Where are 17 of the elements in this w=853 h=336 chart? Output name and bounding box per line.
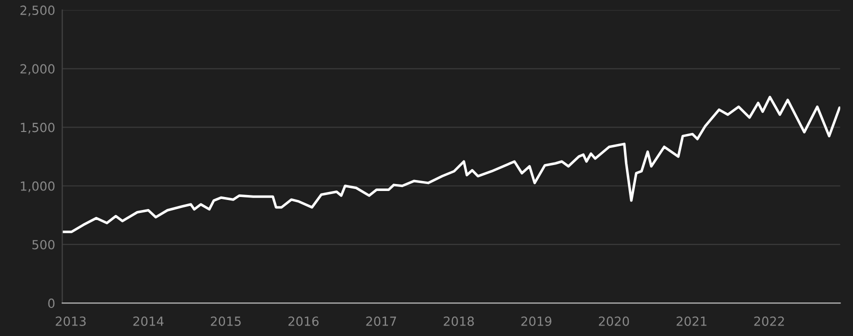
y-tick-label: 1,500	[20, 122, 54, 134]
y-tick-label: 500	[32, 240, 54, 250]
y-tick-label: 2,000	[20, 64, 54, 75]
x-tick-label: 2021	[676, 316, 706, 326]
x-tick-label: 2017	[366, 316, 396, 326]
y-tick-label: 2,500	[20, 6, 54, 16]
x-tick-label: 2018	[444, 316, 474, 326]
x-tick-label: 2019	[521, 316, 552, 326]
y-tick-label: 0	[48, 298, 54, 308]
line-series	[62, 96, 840, 234]
x-tick-label: 2020	[598, 316, 629, 326]
y-tick-label: 1,000	[20, 181, 54, 192]
x-tick-label: 2015	[210, 316, 241, 326]
x-tick-label: 2014	[133, 316, 164, 326]
x-tick-label: 2016	[288, 316, 319, 326]
x-tick-label: 2013	[56, 316, 86, 326]
x-tick-label: 2022	[754, 316, 784, 326]
